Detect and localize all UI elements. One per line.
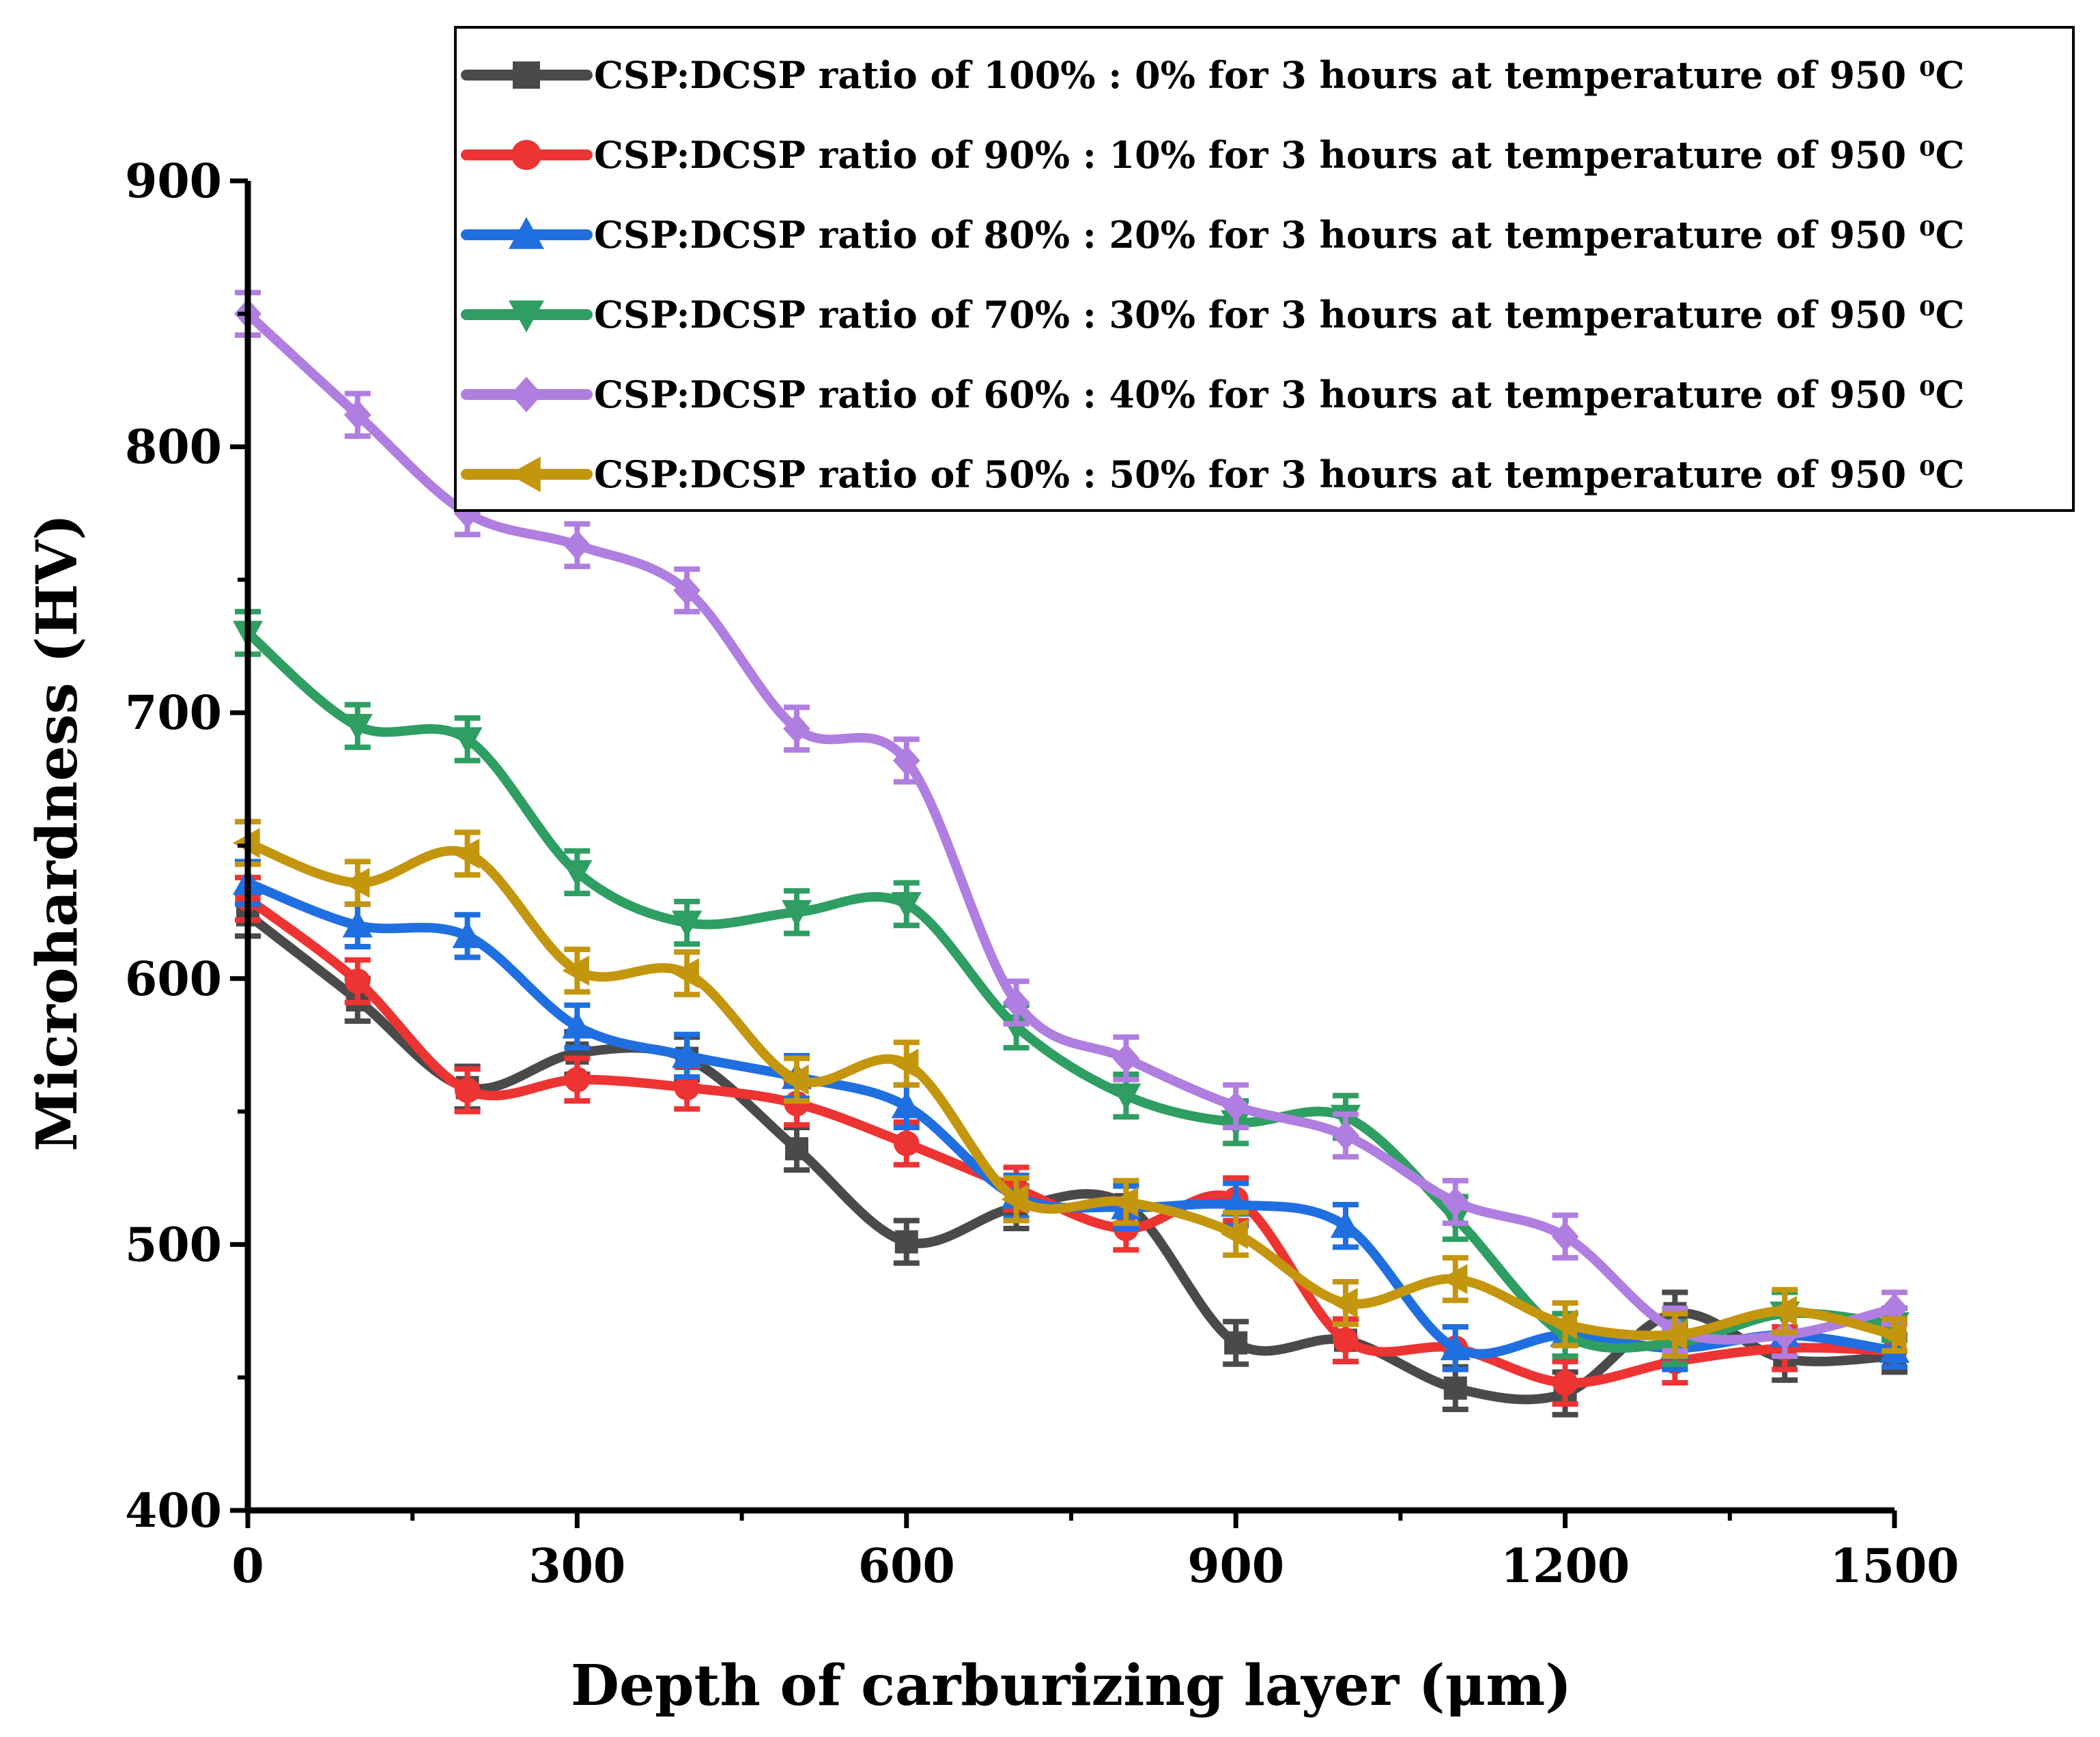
y-tick-label: 500 (125, 1218, 222, 1272)
y-tick-label: 700 (125, 686, 222, 741)
data-point-marker (562, 956, 590, 986)
data-point-marker (452, 727, 483, 755)
legend: CSP:DCSP ratio of 100% : 0% for 3 hours … (454, 26, 2075, 512)
data-point-marker (562, 860, 593, 888)
data-point-marker (672, 958, 699, 989)
x-tick-label: 0 (231, 1539, 264, 1594)
series-4 (232, 609, 1910, 1367)
plot-series (232, 289, 1910, 1418)
data-point-marker (452, 838, 480, 869)
data-point-marker (892, 745, 920, 776)
y-tick-label: 400 (125, 1484, 222, 1538)
data-point-marker (785, 1137, 808, 1161)
series-line (243, 878, 1899, 1359)
x-ticks: 0 300 600 900 1200 1500 (231, 1510, 1959, 1594)
data-point-marker (1441, 1186, 1469, 1218)
series-line (243, 893, 1899, 1388)
series-line (243, 628, 1899, 1353)
data-point-marker (1224, 1331, 1248, 1355)
data-point-marker (1440, 1263, 1468, 1295)
legend-label: CSP:DCSP ratio of 100% : 0% for 3 hours … (594, 53, 1965, 97)
data-point-marker (783, 713, 810, 744)
data-point-marker (564, 1067, 591, 1093)
legend-item: CSP:DCSP ratio of 80% : 20% for 3 hours … (461, 213, 1965, 257)
data-point-marker (1111, 1083, 1141, 1111)
data-point-marker (562, 1011, 593, 1039)
legend-box (454, 26, 2075, 512)
legend-label: CSP:DCSP ratio of 80% : 20% for 3 hours … (594, 213, 1965, 257)
data-point-marker (1879, 1319, 1907, 1350)
x-tick-label: 600 (858, 1539, 955, 1594)
data-point-marker (509, 300, 544, 332)
series-3 (232, 859, 1910, 1373)
data-point-marker (513, 61, 540, 89)
legend-item: CSP:DCSP ratio of 90% : 10% for 3 hours … (461, 133, 1965, 177)
data-point-marker (1001, 1184, 1029, 1215)
data-point-marker (345, 968, 371, 994)
data-point-marker (1002, 987, 1030, 1018)
data-point-marker (1440, 1333, 1471, 1361)
y-axis-title: Microhardness (HV) (25, 514, 90, 1151)
data-point-marker (342, 867, 370, 898)
legend-items: CSP:DCSP ratio of 100% : 0% for 3 hours … (461, 53, 1965, 496)
data-point-marker (1552, 1370, 1578, 1396)
data-point-marker (781, 900, 812, 928)
x-tick-label: 1500 (1830, 1539, 1959, 1594)
data-point-marker (1222, 1091, 1250, 1121)
data-point-marker (781, 1064, 809, 1095)
legend-item: CSP:DCSP ratio of 60% : 40% for 3 hours … (461, 373, 1965, 416)
data-point-marker (454, 1077, 481, 1104)
data-point-marker (891, 1048, 919, 1079)
data-point-marker (674, 1074, 700, 1101)
legend-item: CSP:DCSP ratio of 100% : 0% for 3 hours … (461, 53, 1965, 97)
x-axis-title: Depth of carburizing layer (μm) (571, 1653, 1572, 1719)
data-point-marker (1443, 1376, 1467, 1400)
x-tick-label: 300 (528, 1539, 625, 1594)
y-tick-label: 800 (125, 420, 222, 475)
legend-label: CSP:DCSP ratio of 70% : 30% for 3 hours … (594, 293, 1965, 336)
legend-label: CSP:DCSP ratio of 90% : 10% for 3 hours … (594, 133, 1965, 177)
data-point-marker (891, 892, 922, 919)
y-tick-label: 900 (125, 154, 222, 209)
series-line (243, 910, 1899, 1405)
data-point-marker (672, 910, 703, 938)
data-point-marker (342, 714, 373, 741)
data-point-marker (1770, 1295, 1797, 1326)
x-tick-label: 1200 (1501, 1539, 1630, 1594)
data-point-marker (452, 921, 483, 949)
legend-item: CSP:DCSP ratio of 70% : 30% for 3 hours … (461, 293, 1965, 336)
legend-label: CSP:DCSP ratio of 60% : 40% for 3 hours … (594, 373, 1965, 416)
data-point-marker (672, 1040, 703, 1068)
data-point-marker (1550, 1309, 1578, 1340)
data-point-marker (510, 377, 543, 412)
data-point-marker (1881, 1293, 1908, 1324)
y-tick-label: 600 (125, 952, 222, 1007)
data-point-marker (563, 530, 591, 560)
series-6 (232, 818, 1907, 1360)
data-point-marker (1332, 1120, 1359, 1151)
data-point-marker (1330, 1288, 1358, 1319)
data-point-marker (891, 1091, 922, 1119)
data-point-marker (894, 1130, 920, 1157)
data-point-marker (1551, 1221, 1579, 1252)
data-point-marker (509, 457, 541, 492)
data-point-marker (511, 140, 541, 170)
data-point-marker (342, 910, 373, 938)
data-point-marker (1330, 1211, 1361, 1238)
data-point-marker (1660, 1319, 1688, 1350)
data-point-marker (673, 575, 701, 606)
data-point-marker (509, 217, 544, 249)
data-point-marker (894, 1230, 918, 1254)
data-point-marker (1112, 1043, 1140, 1074)
y-ticks: 400 500 600 700 800 900 (125, 154, 248, 1538)
data-point-marker (1333, 1327, 1359, 1353)
x-tick-label: 900 (1187, 1539, 1284, 1594)
data-point-marker (1221, 1218, 1248, 1249)
legend-label: CSP:DCSP ratio of 50% : 50% for 3 hours … (594, 453, 1965, 496)
data-point-marker (1111, 1186, 1139, 1218)
data-point-marker (343, 399, 371, 430)
legend-item: CSP:DCSP ratio of 50% : 50% for 3 hours … (461, 453, 1965, 496)
